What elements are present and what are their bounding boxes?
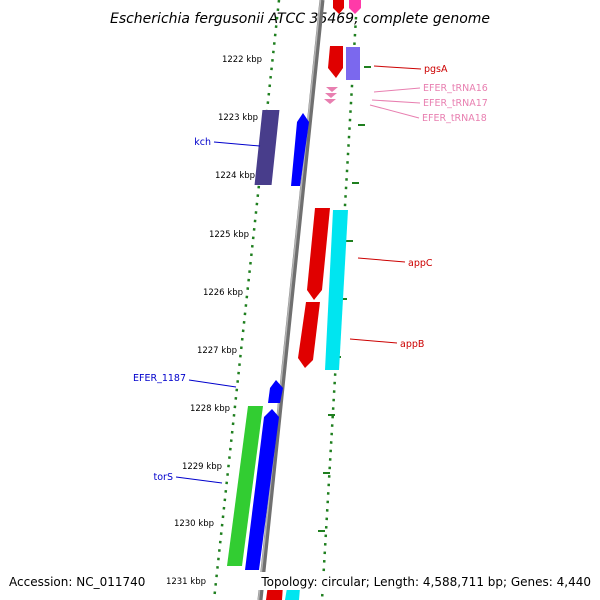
map-title: Escherichia fergusonii ATCC 35469, compl…	[110, 11, 490, 27]
gene-appB[interactable]	[325, 210, 348, 370]
tick-label: 1227 kbp	[197, 346, 237, 356]
trna-16[interactable]	[326, 87, 338, 92]
label-appB[interactable]: appB	[400, 339, 424, 350]
gene-partial-top-pink	[349, 0, 361, 14]
gene-red-2[interactable]	[298, 302, 320, 368]
label-EFER_1187[interactable]: EFER_1187	[133, 373, 186, 384]
tick-label: 1224 kbp	[215, 171, 255, 181]
tick-label: 1226 kbp	[203, 288, 243, 298]
trna-17[interactable]	[325, 93, 337, 98]
tick-label: 1229 kbp	[182, 462, 222, 472]
label-pgsA[interactable]: pgsA	[424, 64, 448, 75]
footer-right-bg	[258, 572, 594, 590]
ruler-ticks-right	[313, 66, 371, 590]
label-trna18[interactable]: EFER_tRNA18	[422, 113, 487, 124]
gene-partial-bottom-cyan	[285, 588, 300, 600]
summary-text: Topology: circular; Length: 4,588,711 bp…	[260, 575, 591, 589]
genome-backbone-highlight	[257, 0, 322, 600]
tick-label: 1223 kbp	[218, 113, 258, 123]
label-appC[interactable]: appC	[408, 258, 433, 269]
gene-partial-top-red	[333, 0, 344, 14]
gene-pgsA[interactable]	[328, 46, 343, 78]
gene-kch[interactable]	[254, 110, 280, 185]
tick-label: 1222 kbp	[222, 55, 262, 65]
ruler-tick-labels: 1222 kbp 1223 kbp 1224 kbp 1225 kbp 1226…	[166, 55, 262, 587]
feature-labels: pgsA EFER_tRNA16 EFER_tRNA17 EFER_tRNA18…	[133, 64, 488, 484]
genome-backbone	[257, 0, 325, 600]
accession-text: Accession: NC_011740	[9, 575, 145, 589]
gene-appC[interactable]	[307, 208, 330, 300]
gene-torS[interactable]	[245, 409, 279, 570]
tick-label: 1231 kbp	[166, 577, 206, 587]
ruler-line-left	[212, 0, 281, 600]
trna-18[interactable]	[324, 99, 336, 104]
tick-label: 1225 kbp	[209, 230, 249, 240]
label-torS[interactable]: torS	[154, 472, 173, 483]
gene-lavender[interactable]	[346, 47, 360, 80]
label-kch[interactable]: kch	[194, 137, 211, 148]
label-trna16[interactable]: EFER_tRNA16	[423, 83, 488, 94]
gene-blue-1[interactable]	[291, 113, 309, 186]
tick-label: 1230 kbp	[174, 519, 214, 529]
gene-EFER_1187[interactable]	[268, 380, 283, 403]
label-trna17[interactable]: EFER_tRNA17	[423, 98, 488, 109]
gene-green[interactable]	[227, 406, 263, 566]
tick-label: 1228 kbp	[190, 404, 230, 414]
footer-left-bg	[6, 572, 148, 590]
